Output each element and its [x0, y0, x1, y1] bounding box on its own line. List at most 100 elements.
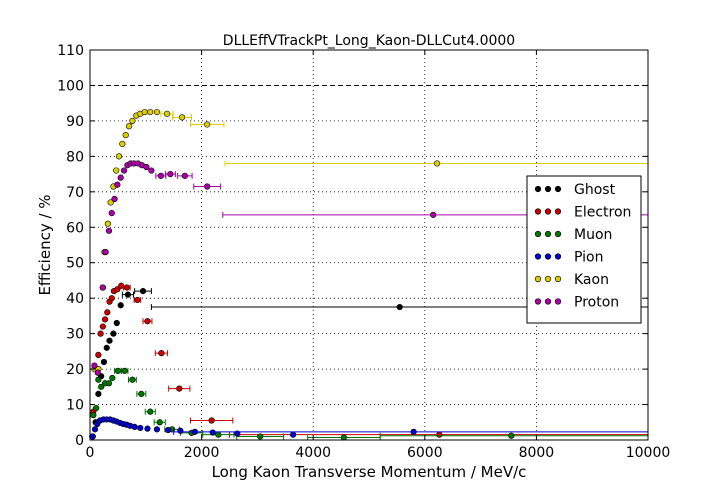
legend-box	[526, 175, 642, 324]
data-point	[117, 174, 124, 181]
data-point	[129, 117, 136, 125]
legend: Ghost Electron Muon Pion Kaon Proton	[526, 175, 642, 324]
legend-label: Muon	[574, 227, 612, 243]
data-point	[433, 160, 441, 167]
data-point	[410, 428, 417, 435]
legend-item-proton: Proton	[534, 295, 619, 311]
y-tick-label: 0	[75, 433, 84, 449]
x-tick-label: 8000	[519, 445, 555, 461]
legend-marker	[534, 230, 542, 238]
data-point	[105, 380, 113, 387]
x-tick-label: 0	[86, 445, 95, 461]
data-point	[167, 170, 174, 178]
data-point	[143, 163, 150, 171]
data-point	[108, 209, 115, 217]
data-point	[99, 284, 106, 291]
data-point	[95, 390, 102, 398]
data-point	[90, 412, 97, 419]
data-point	[209, 429, 216, 436]
series-proton	[91, 160, 649, 376]
data-point	[178, 114, 186, 121]
data-point	[124, 291, 132, 298]
data-point	[129, 376, 136, 383]
legend-marker	[554, 185, 562, 193]
data-point	[177, 427, 184, 434]
data-point	[430, 211, 437, 218]
y-tick-label: 80	[66, 149, 84, 165]
y-tick-label: 10	[66, 398, 84, 414]
data-point	[99, 323, 106, 330]
data-point	[122, 131, 129, 139]
legend-item-ghost: Ghost	[534, 182, 616, 198]
data-point	[117, 302, 124, 309]
data-point	[257, 433, 264, 440]
data-point	[107, 199, 114, 206]
data-point	[89, 433, 96, 440]
legend-marker	[554, 208, 562, 215]
legend-marker	[544, 298, 552, 305]
y-tick-label: 100	[57, 78, 84, 94]
data-point	[137, 424, 144, 432]
legend-item-muon: Muon	[534, 227, 612, 243]
data-point	[111, 195, 118, 203]
data-point	[113, 167, 120, 174]
legend-marker	[534, 253, 542, 260]
data-point	[114, 181, 121, 188]
y-tick-label: 20	[66, 362, 84, 378]
x-tick-label: 10000	[626, 445, 671, 461]
y-tick-label: 70	[66, 185, 84, 201]
legend-marker	[554, 253, 562, 260]
data-point	[104, 220, 111, 227]
data-point	[106, 337, 113, 344]
data-point	[204, 121, 211, 128]
data-point	[340, 434, 347, 441]
x-tick-label: 6000	[407, 445, 443, 461]
data-point	[109, 374, 116, 382]
legend-marker	[534, 185, 542, 193]
plot-frame	[89, 49, 649, 441]
data-point	[181, 172, 188, 179]
data-point	[508, 432, 515, 439]
data-point	[163, 110, 171, 117]
data-point	[153, 108, 161, 116]
data-point	[147, 108, 154, 116]
data-point	[215, 431, 222, 438]
data-point	[134, 296, 141, 304]
data-point	[144, 425, 151, 432]
data-point	[204, 183, 211, 190]
y-tick-label: 110	[57, 43, 84, 59]
legend-marker	[544, 253, 552, 260]
data-point	[94, 369, 101, 376]
legend-marker	[534, 275, 542, 283]
data-point	[176, 385, 183, 392]
data-point	[101, 316, 109, 323]
data-point	[141, 108, 148, 116]
legend-label: Electron	[574, 205, 631, 221]
data-point	[120, 167, 128, 174]
legend-marker	[554, 298, 562, 305]
y-tick-label: 30	[66, 327, 84, 343]
legend-marker	[554, 230, 562, 238]
data-point	[114, 367, 121, 374]
legend-label: Kaon	[574, 272, 609, 288]
data-point	[103, 344, 110, 351]
series-pion	[89, 416, 649, 440]
data-point	[165, 426, 172, 434]
data-point	[113, 319, 120, 327]
legend-label: Pion	[574, 250, 603, 266]
data-point	[98, 383, 105, 390]
y-tick-label: 50	[66, 256, 84, 272]
x-tick-label: 2000	[184, 445, 220, 461]
data-point	[102, 248, 109, 256]
series-layer	[89, 108, 649, 441]
data-point	[115, 153, 123, 160]
data-point	[144, 318, 151, 325]
data-point	[156, 419, 163, 426]
data-point	[396, 303, 403, 311]
data-point	[148, 167, 155, 174]
data-point	[121, 367, 128, 374]
legend-label: Proton	[574, 295, 619, 311]
series-electron	[90, 282, 649, 438]
data-point	[108, 295, 115, 302]
data-point	[208, 417, 215, 424]
